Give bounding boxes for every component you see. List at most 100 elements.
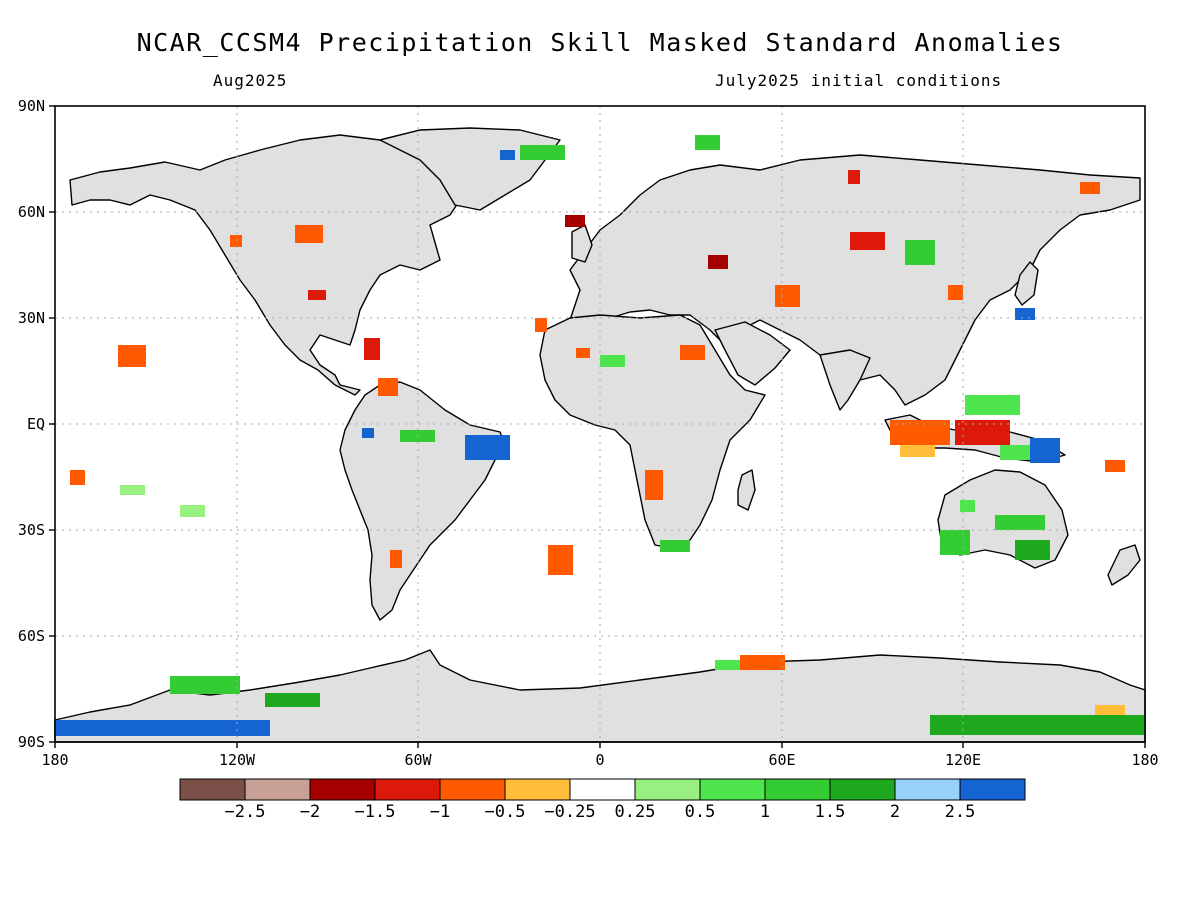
anomaly-patch [940, 530, 970, 555]
anomaly-patch [1105, 460, 1125, 472]
lon-label-120e: 120E [944, 751, 982, 769]
anomaly-patch [1095, 705, 1125, 715]
anomaly-patch [715, 660, 740, 670]
colorbar-swatch [244, 778, 311, 801]
anomaly-patch [364, 338, 380, 360]
anomaly-patch [576, 348, 590, 358]
landmass-greenland [379, 127, 561, 211]
initial-conditions: July2025 initial conditions [715, 71, 1003, 90]
anomaly-patch [1030, 438, 1060, 463]
landmass-africa [539, 314, 766, 549]
colorbar-swatch [699, 778, 766, 801]
axis-ticks [49, 105, 1146, 748]
colorbar-swatch [179, 778, 246, 801]
colorbar-label: 1.5 [814, 802, 846, 822]
anomaly-patch [465, 435, 510, 460]
landmass-madagascar [737, 469, 756, 511]
anomaly-patch [890, 420, 950, 445]
anomaly-patch [948, 285, 963, 300]
anomaly-patch [740, 655, 785, 670]
colorbar-label: 0.25 [614, 802, 656, 822]
colorbar-swatch [309, 778, 376, 801]
anomaly-patch [965, 395, 1020, 415]
anomaly-patch [180, 505, 205, 517]
colorbar-label: −0.5 [484, 802, 526, 822]
lat-label-60s: 60S [17, 627, 45, 645]
lon-label-60w: 60W [404, 751, 432, 769]
landmass-south-america [339, 381, 506, 621]
anomaly-patch [900, 445, 935, 457]
anomaly-patch [1015, 308, 1035, 320]
landmass-new-zealand [1107, 544, 1141, 586]
landmass-arabia [714, 321, 791, 386]
forecast-month: Aug2025 [213, 71, 288, 90]
colorbar-swatch [374, 778, 441, 801]
colorbar-swatch [504, 778, 571, 801]
lat-label-90n: 90N [17, 97, 45, 115]
anomaly-patch [390, 550, 402, 568]
lon-label-180w: 180 [41, 751, 69, 769]
colorbar-label: 0.5 [684, 802, 716, 822]
anomaly-patch [1000, 445, 1030, 460]
anomaly-patch [680, 345, 705, 360]
anomaly-patch [960, 500, 975, 512]
lon-label-60e: 60E [768, 751, 796, 769]
anomaly-patch [1080, 182, 1100, 194]
anomaly-patch [295, 225, 323, 243]
colorbar-label: 1 [759, 802, 771, 822]
anomaly-patch [535, 318, 547, 332]
colorbar-label: −0.25 [544, 802, 596, 822]
colorbar [179, 778, 1026, 801]
anomaly-patch [848, 170, 860, 184]
lon-label-0: 0 [595, 751, 605, 769]
anomaly-patch [308, 290, 326, 300]
map-title: NCAR_CCSM4 Precipitation Skill Masked St… [136, 28, 1064, 57]
anomaly-patch [170, 676, 240, 694]
anomaly-patch [905, 240, 935, 265]
anomaly-patch [1015, 540, 1050, 560]
colorbar-label: −1.5 [354, 802, 396, 822]
colorbar-label: −1 [429, 802, 451, 822]
gridlines [55, 106, 1145, 742]
anomaly-patch [775, 285, 800, 307]
anomaly-patch [378, 378, 398, 396]
anomaly-patch [850, 232, 885, 250]
anomaly-patch [230, 235, 242, 247]
landmass-japan [1014, 261, 1039, 306]
colorbar-label: −2 [299, 802, 321, 822]
anomaly-patch [660, 540, 690, 552]
anomaly-patch [118, 345, 146, 367]
colorbar-swatch [569, 778, 636, 801]
anomaly-patch [362, 428, 374, 438]
anomaly-patch [930, 715, 1145, 735]
colorbar-swatch [634, 778, 701, 801]
colorbar-swatch [959, 778, 1026, 801]
anomaly-patch [600, 355, 625, 367]
lat-label-eq: EQ [26, 415, 45, 433]
anomaly-patch [70, 470, 85, 485]
lat-label-30n: 30N [17, 309, 45, 327]
land-masses [54, 127, 1146, 743]
colorbar-swatch [439, 778, 506, 801]
colorbar-swatch [894, 778, 961, 801]
lon-label-120w: 120W [218, 751, 256, 769]
lat-label-60n: 60N [17, 203, 45, 221]
anomaly-patch [645, 470, 663, 500]
colorbar-label: 2 [889, 802, 901, 822]
landmass-north-america [69, 129, 461, 396]
landmass-india [819, 349, 871, 411]
lat-label-30s: 30S [17, 521, 45, 539]
colorbar-swatch [829, 778, 896, 801]
lon-label-180e: 180 [1131, 751, 1159, 769]
anomaly-patch [120, 485, 145, 495]
anomaly-patch [995, 515, 1045, 530]
anomaly-patch [265, 693, 320, 707]
anomaly-patch [548, 545, 573, 575]
colorbar-swatch [764, 778, 831, 801]
anomaly-patch [565, 215, 585, 227]
lat-label-90s: 90S [17, 733, 45, 751]
anomaly-patch [520, 145, 565, 160]
anomaly-patch [695, 135, 720, 150]
colorbar-label: −2.5 [224, 802, 266, 822]
